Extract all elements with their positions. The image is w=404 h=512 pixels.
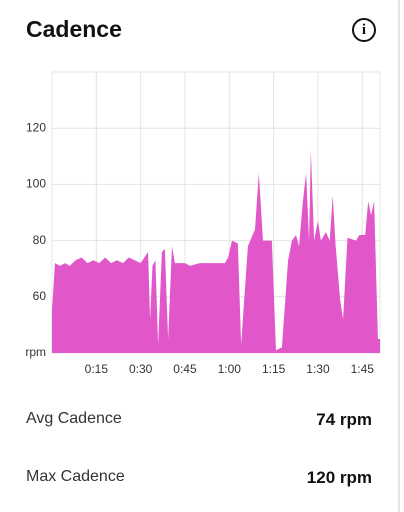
x-tick-label: 0:15: [85, 362, 109, 376]
chart: rpm 60 80 100 120 0:15 0:30 0:45 1:00 1:15 1:30 1:4…: [25, 71, 381, 376]
stat-row: Max Cadence 120 rpm: [26, 468, 372, 487]
stat-label: Avg Cadence: [26, 410, 122, 427]
stat-row: Avg Cadence 74 rpm: [26, 410, 372, 429]
y-tick-label: rpm: [25, 345, 46, 359]
stat-value: 74 rpm: [316, 410, 372, 429]
card-title: Cadence: [26, 16, 122, 42]
x-tick-label: 1:00: [218, 362, 242, 376]
stat-label: Max Cadence: [26, 468, 125, 485]
y-tick-label: 100: [26, 177, 46, 191]
x-tick-label: 1:30: [306, 362, 330, 376]
x-tick-label: 1:15: [262, 362, 286, 376]
x-tick-label: 1:45: [351, 362, 375, 376]
info-button[interactable]: i: [352, 18, 376, 42]
x-tick-label: 0:30: [129, 362, 153, 376]
x-tick-label: 0:45: [173, 362, 197, 376]
stat-value: 120 rpm: [306, 468, 372, 487]
y-tick-label: 60: [33, 289, 47, 303]
y-tick-label: 120: [26, 120, 46, 134]
y-tick-label: 80: [33, 233, 47, 247]
cadence-area: [52, 150, 380, 353]
